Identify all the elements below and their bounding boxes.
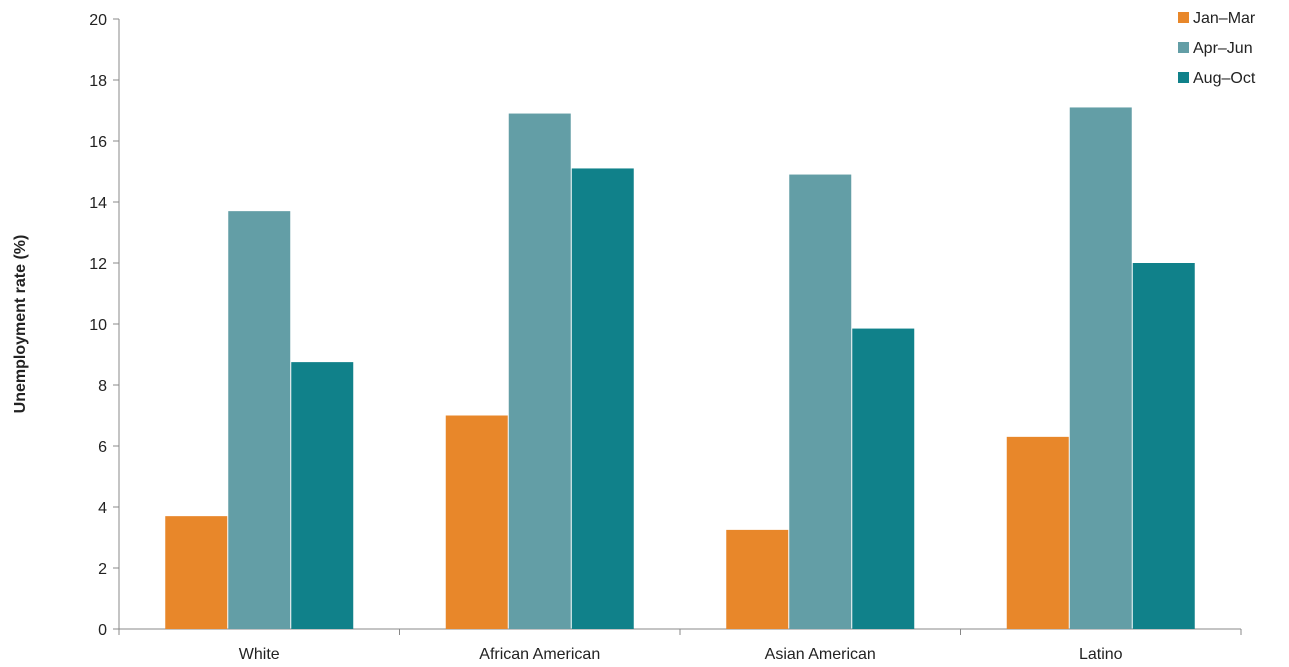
bar <box>291 362 354 629</box>
x-tick-label: Latino <box>1079 646 1123 663</box>
y-tick-label: 4 <box>98 500 107 517</box>
y-tick-label: 2 <box>98 561 107 578</box>
y-tick-label: 16 <box>89 134 107 151</box>
y-tick-label: 20 <box>89 12 107 29</box>
y-axis: 0 2 4 6 8 10 12 14 16 18 20 <box>89 12 120 639</box>
y-axis-title: Unemployment rate (%) <box>12 235 29 414</box>
y-tick-label: 0 <box>98 622 107 639</box>
bars-group <box>165 107 1195 630</box>
bar <box>852 328 915 629</box>
bar <box>1006 436 1069 629</box>
y-tick-label: 18 <box>89 73 107 90</box>
bar <box>165 516 228 629</box>
x-axis: White African American Asian American Latin… <box>118 628 1242 663</box>
y-tick-label: 14 <box>89 195 107 212</box>
bar <box>726 529 789 629</box>
legend: Jan–Mar Apr–Jun Aug–Oct <box>1178 10 1256 87</box>
legend-label: Jan–Mar <box>1193 10 1256 27</box>
legend-label: Apr–Jun <box>1193 40 1253 57</box>
bar <box>1132 263 1195 629</box>
bar <box>508 113 571 630</box>
y-tick-label: 10 <box>89 317 107 334</box>
legend-swatch <box>1178 42 1189 53</box>
legend-label: Aug–Oct <box>1193 70 1256 87</box>
legend-swatch <box>1178 72 1189 83</box>
bar <box>571 168 634 629</box>
y-tick-label: 12 <box>89 256 107 273</box>
bar <box>445 415 508 629</box>
legend-swatch <box>1178 12 1189 23</box>
bar <box>228 211 291 629</box>
bar <box>789 174 852 630</box>
y-tick-label: 6 <box>98 439 107 456</box>
x-tick-label: Asian American <box>765 646 876 663</box>
x-tick-label: White <box>239 646 280 663</box>
x-tick-label: African American <box>479 646 600 663</box>
y-tick-label: 8 <box>98 378 107 395</box>
bar <box>1069 107 1132 629</box>
